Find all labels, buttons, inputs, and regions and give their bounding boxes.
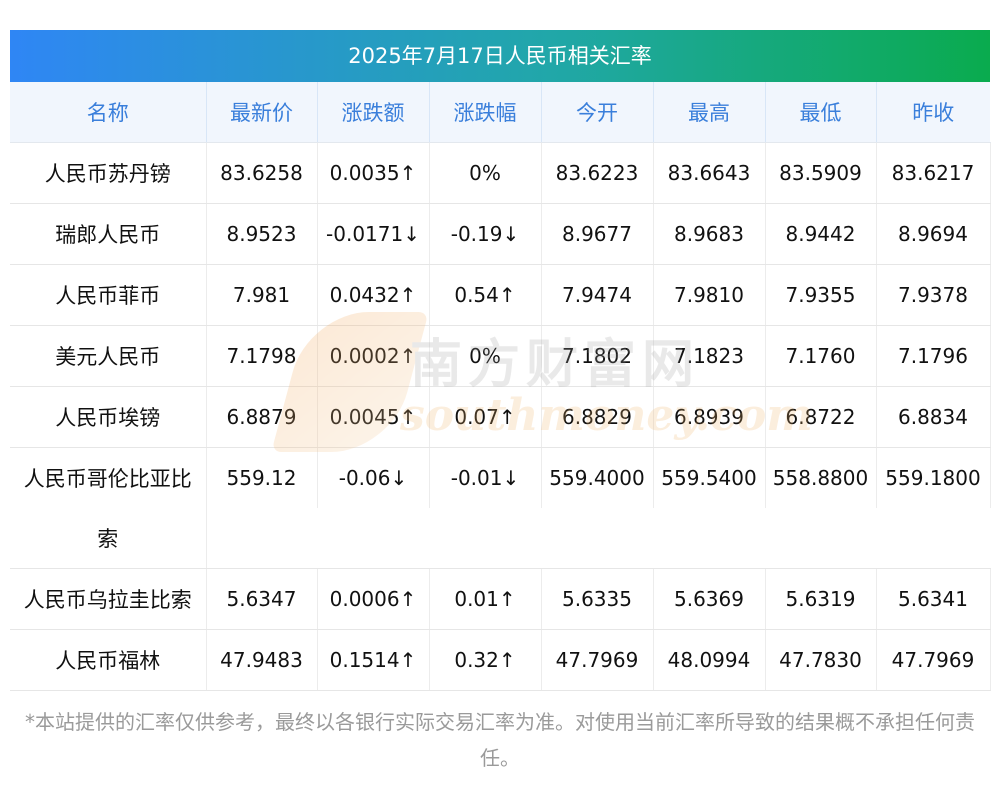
table-row: 人民币菲币 7.981 0.0432↑ 0.54↑ 7.9474 7.9810 7.9355… <box>10 264 991 326</box>
cell-open: 5.6335 <box>541 568 654 630</box>
cell-name: 人民币乌拉圭比索 <box>10 568 207 630</box>
cell-change-pct: 0% <box>429 325 542 387</box>
cell-open: 7.9474 <box>541 264 654 326</box>
cell-change-pct: -0.01↓ <box>429 447 542 508</box>
cell-low: 558.8800 <box>765 447 877 508</box>
cell-change: 0.0006↑ <box>317 568 430 630</box>
cell-latest: 83.6258 <box>206 142 318 204</box>
table-header-row: 名称 最新价 涨跌额 涨跌幅 今开 最高 最低 昨收 <box>10 82 990 143</box>
cell-low: 6.8722 <box>765 386 877 448</box>
cell-low: 7.1760 <box>765 325 877 387</box>
cell-name-continuation: 索 <box>10 508 207 569</box>
cell-open: 6.8829 <box>541 386 654 448</box>
cell-blank <box>206 508 990 569</box>
header-high: 最高 <box>653 82 766 143</box>
table-row: 美元人民币 7.1798 0.0002↑ 0% 7.1802 7.1823 7.1760 7.… <box>10 325 991 387</box>
cell-high: 48.0994 <box>653 629 766 691</box>
cell-latest: 7.1798 <box>206 325 318 387</box>
cell-name: 瑞郎人民币 <box>10 203 207 265</box>
cell-change-pct: 0.32↑ <box>429 629 542 691</box>
cell-low: 47.7830 <box>765 629 877 691</box>
cell-change: 0.0002↑ <box>317 325 430 387</box>
cell-open: 83.6223 <box>541 142 654 204</box>
cell-change-pct: 0% <box>429 142 542 204</box>
cell-latest: 47.9483 <box>206 629 318 691</box>
table-row: 人民币苏丹镑 83.6258 0.0035↑ 0% 83.6223 83.6643 83.5… <box>10 142 991 204</box>
disclaimer-note: *本站提供的汇率仅供参考，最终以各银行实际交易汇率为准。对使用当前汇率所导致的结… <box>25 710 975 770</box>
cell-low: 7.9355 <box>765 264 877 326</box>
cell-open: 7.1802 <box>541 325 654 387</box>
cell-high: 8.9683 <box>653 203 766 265</box>
table-row: 人民币埃镑 6.8879 0.0045↑ 0.07↑ 6.8829 6.8939 6.872… <box>10 386 991 448</box>
cell-name: 人民币福林 <box>10 629 207 691</box>
cell-prev-close: 6.8834 <box>876 386 991 448</box>
cell-high: 83.6643 <box>653 142 766 204</box>
table-row: 瑞郎人民币 8.9523 -0.0171↓ -0.19↓ 8.9677 8.9683 8.9… <box>10 203 991 265</box>
cell-high: 6.8939 <box>653 386 766 448</box>
cell-high: 7.1823 <box>653 325 766 387</box>
cell-change: 0.1514↑ <box>317 629 430 691</box>
cell-change-pct: 0.01↑ <box>429 568 542 630</box>
cell-change-pct: 0.07↑ <box>429 386 542 448</box>
cell-name: 人民币苏丹镑 <box>10 142 207 204</box>
cell-prev-close: 5.6341 <box>876 568 991 630</box>
cell-latest: 5.6347 <box>206 568 318 630</box>
cell-open: 47.7969 <box>541 629 654 691</box>
cell-prev-close: 83.6217 <box>876 142 991 204</box>
table-row: 人民币福林 47.9483 0.1514↑ 0.32↑ 47.7969 48.0994 47… <box>10 629 991 691</box>
table-row: 人民币乌拉圭比索 5.6347 0.0006↑ 0.01↑ 5.6335 5.6369 5.… <box>10 568 991 630</box>
cell-change: -0.0171↓ <box>317 203 430 265</box>
cell-latest: 7.981 <box>206 264 318 326</box>
cell-latest: 8.9523 <box>206 203 318 265</box>
table-title: 2025年7月17日人民币相关汇率 <box>10 30 990 82</box>
cell-prev-close: 8.9694 <box>876 203 991 265</box>
header-name: 名称 <box>10 82 207 143</box>
cell-high: 559.5400 <box>653 447 766 508</box>
cell-change: 0.0045↑ <box>317 386 430 448</box>
cell-low: 5.6319 <box>765 568 877 630</box>
cell-prev-close: 7.9378 <box>876 264 991 326</box>
cell-high: 5.6369 <box>653 568 766 630</box>
cell-high: 7.9810 <box>653 264 766 326</box>
exchange-rate-table: 名称 最新价 涨跌额 涨跌幅 今开 最高 最低 昨收 人民币苏丹镑 83.6258… <box>10 82 991 691</box>
cell-name: 人民币埃镑 <box>10 386 207 448</box>
cell-change: 0.0432↑ <box>317 264 430 326</box>
header-change-pct: 涨跌幅 <box>429 82 542 143</box>
cell-change: 0.0035↑ <box>317 142 430 204</box>
cell-prev-close: 559.1800 <box>876 447 991 508</box>
cell-latest: 6.8879 <box>206 386 318 448</box>
cell-name: 人民币哥伦比亚比 <box>10 447 207 508</box>
cell-low: 83.5909 <box>765 142 877 204</box>
header-prev-close: 昨收 <box>876 82 990 143</box>
cell-change: -0.06↓ <box>317 447 430 508</box>
cell-name: 人民币菲币 <box>10 264 207 326</box>
header-change: 涨跌额 <box>317 82 430 143</box>
header-open: 今开 <box>541 82 654 143</box>
cell-low: 8.9442 <box>765 203 877 265</box>
table-row-continuation: 索 <box>10 508 990 569</box>
cell-prev-close: 47.7969 <box>876 629 991 691</box>
cell-open: 559.4000 <box>541 447 654 508</box>
table-row: 人民币哥伦比亚比 559.12 -0.06↓ -0.01↓ 559.4000 559.54… <box>10 447 991 508</box>
header-latest: 最新价 <box>206 82 318 143</box>
cell-prev-close: 7.1796 <box>876 325 991 387</box>
header-low: 最低 <box>765 82 877 143</box>
cell-latest: 559.12 <box>206 447 318 508</box>
cell-name: 美元人民币 <box>10 325 207 387</box>
cell-open: 8.9677 <box>541 203 654 265</box>
cell-change-pct: 0.54↑ <box>429 264 542 326</box>
cell-change-pct: -0.19↓ <box>429 203 542 265</box>
